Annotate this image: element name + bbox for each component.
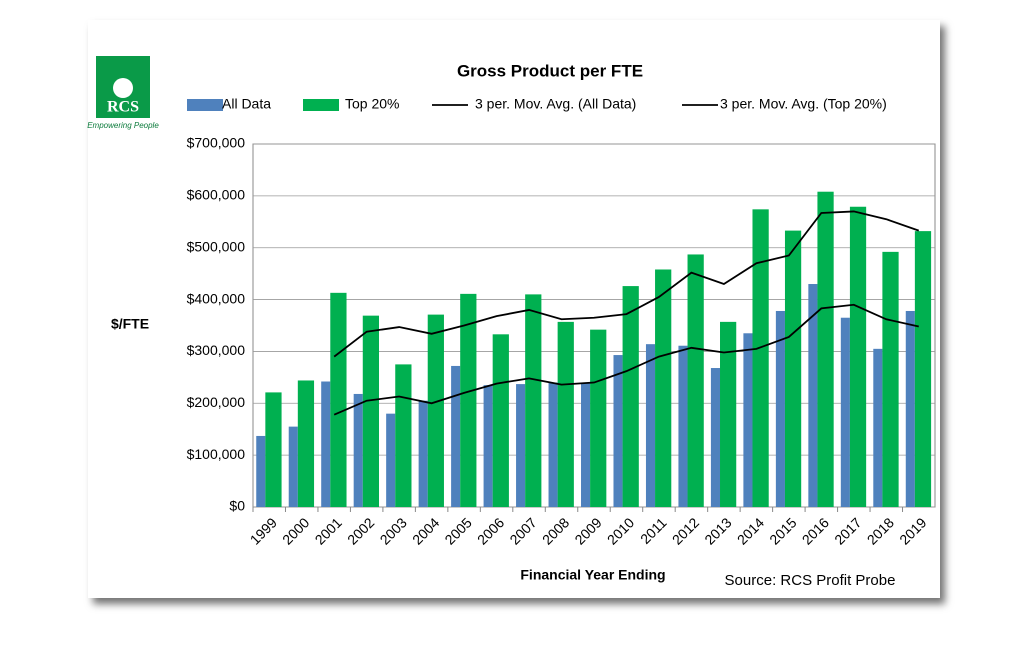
bar [265, 392, 282, 507]
bar [297, 380, 315, 507]
bar [288, 426, 298, 507]
bar [353, 393, 363, 507]
legend-swatch [187, 99, 223, 111]
bar [645, 344, 656, 507]
y-axis-label: $/FTE [111, 316, 149, 332]
bar [817, 191, 834, 508]
bar [743, 333, 753, 507]
bar [687, 254, 704, 507]
bar [720, 321, 737, 507]
bar [483, 385, 493, 507]
bar [914, 231, 932, 507]
bar [613, 355, 623, 507]
legend-label: 3 per. Mov. Avg. (Top 20%) [720, 96, 887, 112]
moving-average-line [333, 303, 919, 416]
bar [548, 382, 558, 507]
bar [557, 321, 574, 507]
legend-label: All Data [222, 96, 271, 112]
y-tick-label: $300,000 [187, 342, 246, 358]
y-tick-label: $600,000 [187, 187, 246, 203]
bar [840, 317, 850, 507]
y-tick-label: $200,000 [187, 394, 246, 410]
y-tick-label: $400,000 [187, 290, 246, 306]
bar [808, 284, 818, 507]
bar [492, 334, 509, 507]
logo-sun [113, 78, 133, 98]
bar [321, 381, 331, 507]
chart-title: Gross Product per FTE [457, 61, 643, 80]
y-tick-label: $0 [229, 498, 245, 514]
bar [873, 348, 883, 507]
source: Source: RCS Profit Probe [725, 572, 896, 589]
logo: RCS Empowering People [87, 56, 159, 130]
bar [784, 230, 802, 507]
bar [395, 364, 412, 507]
bar [775, 310, 785, 507]
bar [516, 384, 526, 507]
bar [330, 292, 347, 507]
logo-tagline: Empowering People [87, 121, 159, 130]
legend-label: Top 20% [345, 96, 399, 112]
bar [256, 435, 266, 507]
bar [451, 365, 461, 507]
bar [427, 314, 444, 507]
bar [882, 251, 899, 507]
y-tick-label: $100,000 [187, 446, 246, 462]
y-tick-label: $500,000 [187, 238, 246, 254]
bar [525, 294, 542, 507]
bar [622, 286, 639, 507]
bar [418, 400, 428, 507]
bar [590, 329, 607, 507]
moving-average-line [333, 210, 920, 358]
bar [581, 382, 591, 507]
bar [362, 315, 380, 507]
legend-swatch [303, 99, 339, 111]
bar [386, 413, 396, 507]
bar [752, 209, 769, 507]
bar [905, 310, 915, 507]
x-axis-label: Financial Year Ending [520, 567, 665, 583]
legend-label: 3 per. Mov. Avg. (All Data) [475, 96, 636, 112]
bar [460, 293, 477, 507]
bar [678, 345, 688, 507]
bar [710, 368, 721, 507]
bar [849, 206, 867, 508]
bar [655, 269, 672, 507]
y-tick-label: $700,000 [187, 135, 246, 151]
logo-text: RCS [107, 99, 139, 116]
